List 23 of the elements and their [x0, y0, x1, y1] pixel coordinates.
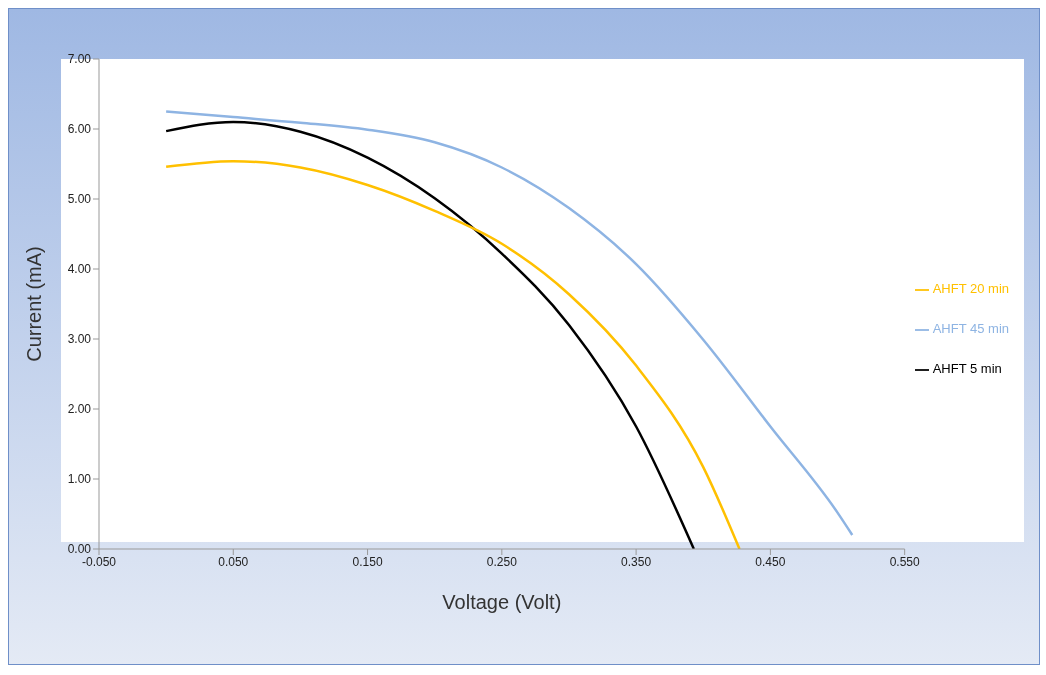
line-series: [164, 120, 696, 549]
x-tick-label: 0.050: [218, 554, 249, 569]
line-series: [164, 159, 741, 549]
legend-label: AHFT 20 min: [932, 281, 1009, 296]
y-axis-title: Current (mA): [23, 246, 46, 362]
y-tick-label: 0.00: [67, 542, 92, 557]
legend-label: AHFT 5 min: [932, 361, 1002, 376]
y-tick-label: 5.00: [67, 192, 92, 207]
legend-label: AHFT 45 min: [932, 321, 1009, 336]
y-tick-label: 4.00: [67, 262, 92, 277]
x-tick-label: 0.150: [352, 554, 383, 569]
x-tick-label: -0.050: [81, 554, 117, 569]
y-tick-label: 7.00: [67, 52, 92, 67]
x-tick-label: 0.350: [621, 554, 652, 569]
line-series: [164, 110, 854, 537]
x-tick-label: 0.250: [486, 554, 518, 569]
y-tick-label: 1.00: [67, 472, 92, 487]
x-tick-label: 0.550: [889, 554, 920, 569]
y-tick-label: 6.00: [67, 122, 92, 137]
y-tick-label: 2.00: [67, 402, 92, 417]
y-tick-label: 3.00: [67, 332, 92, 347]
x-tick-label: 0.450: [755, 554, 786, 569]
x-axis-title: Voltage (Volt): [442, 591, 562, 613]
